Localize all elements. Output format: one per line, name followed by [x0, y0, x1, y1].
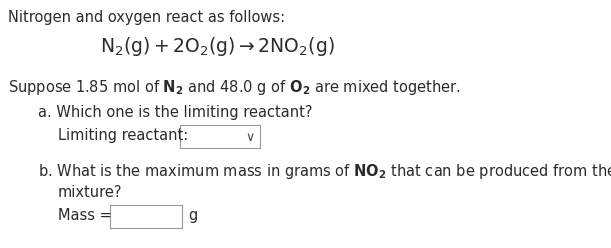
Text: $\mathrm{N_2(g) + 2O_2(g) \rightarrow 2NO_2(g)}$: $\mathrm{N_2(g) + 2O_2(g) \rightarrow 2N…	[100, 35, 335, 58]
Text: mixture?: mixture?	[58, 185, 122, 200]
Text: a. Which one is the limiting reactant?: a. Which one is the limiting reactant?	[38, 105, 312, 120]
Text: Limiting reactant:: Limiting reactant:	[58, 128, 188, 143]
Text: Suppose 1.85 mol of $\mathbf{N_2}$ and 48.0 g of $\mathbf{O_2}$ are mixed togeth: Suppose 1.85 mol of $\mathbf{N_2}$ and 4…	[8, 78, 461, 97]
Text: g: g	[188, 208, 197, 223]
Text: Nitrogen and oxygen react as follows:: Nitrogen and oxygen react as follows:	[8, 10, 285, 25]
Text: ∨: ∨	[246, 131, 255, 144]
Text: b. What is the maximum mass in grams of $\mathbf{NO_2}$ that can be produced fro: b. What is the maximum mass in grams of …	[38, 162, 611, 181]
Text: Mass =: Mass =	[58, 208, 116, 223]
